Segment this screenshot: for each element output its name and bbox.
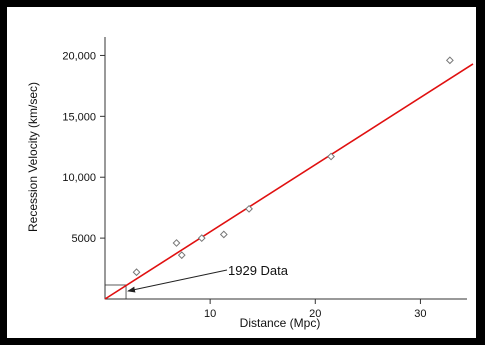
data-point-0 [132, 268, 141, 277]
y-tick-label-1: 10,000 [62, 172, 96, 184]
data-point-3 [197, 234, 206, 243]
annotation-arrow [127, 269, 228, 293]
chart-panel: 5000 10,000 15,000 20,000 10 20 30 Recession … [7, 7, 476, 338]
data-point-1 [172, 239, 181, 247]
hubble-chart: 5000 10,000 15,000 20,000 10 20 30 Recession … [26, 37, 474, 330]
data-point-6 [327, 152, 335, 161]
x-tick-label-2: 30 [414, 308, 426, 320]
y-axis: 5000 10,000 15,000 20,000 [62, 37, 106, 299]
fit-line [104, 63, 474, 300]
data-point-2 [177, 251, 186, 260]
x-tick-label-0: 10 [204, 308, 216, 320]
data-point-7 [445, 56, 454, 65]
y-ticks: 5000 10,000 15,000 20,000 [62, 50, 105, 245]
y-tick-label-2: 15,000 [62, 111, 96, 123]
x-axis: 10 20 30 [105, 298, 467, 320]
x-ticks: 10 20 30 [204, 299, 427, 320]
x-axis-title: Distance (Mpc) [240, 316, 321, 330]
x-tick-label-1: 20 [309, 308, 321, 320]
data-point-4 [219, 230, 228, 239]
1929-data-box [104, 284, 127, 300]
data-point-5 [245, 204, 253, 213]
annotation-label: 1929 Data [228, 263, 289, 278]
y-tick-label-0: 5000 [72, 233, 96, 245]
y-axis-title: Recession Velocity (km/sec) [26, 82, 40, 232]
data-points [132, 56, 454, 277]
y-tick-label-3: 20,000 [62, 50, 96, 62]
